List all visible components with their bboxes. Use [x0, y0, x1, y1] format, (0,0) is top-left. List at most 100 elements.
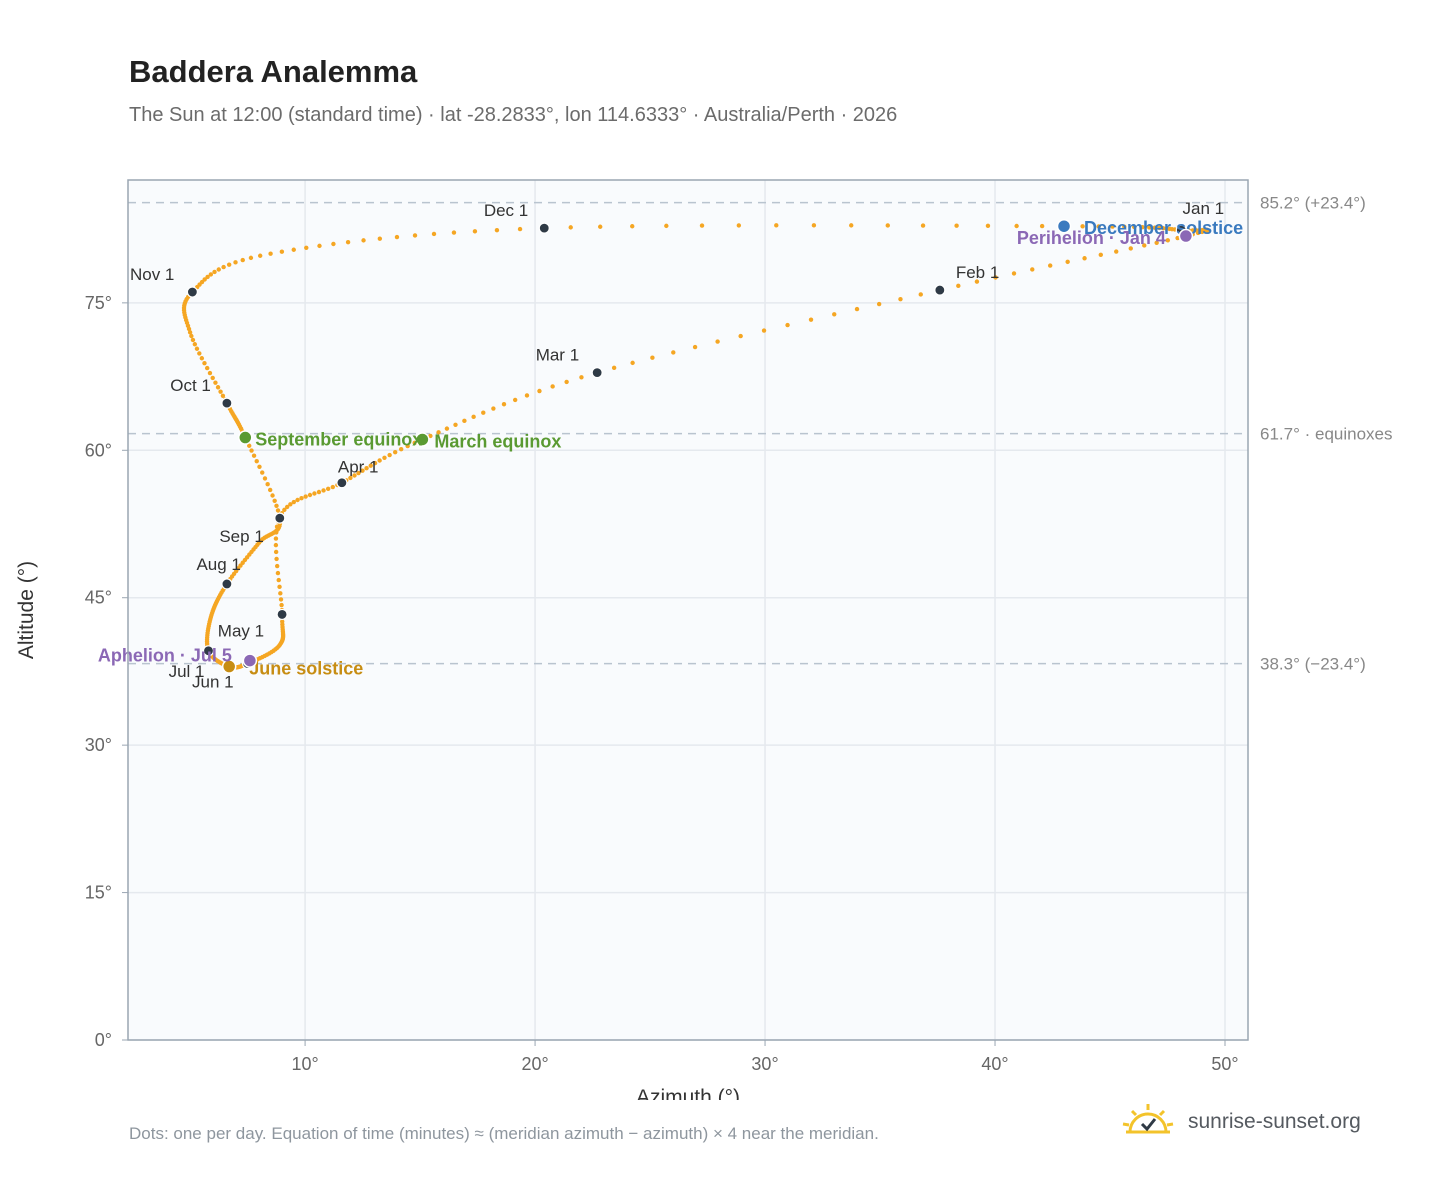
- daily-sun-dot: [279, 249, 285, 254]
- daily-sun-dot: [387, 452, 392, 458]
- daily-sun-dot: [240, 257, 245, 263]
- daily-sun-dot: [849, 223, 854, 228]
- daily-sun-dot: [1014, 223, 1019, 229]
- daily-sun-dot: [377, 458, 382, 463]
- sun-check-icon: [1122, 1104, 1174, 1134]
- daily-sun-dot: [398, 446, 404, 452]
- daily-sun-dot: [1039, 223, 1045, 229]
- daily-sun-dot: [444, 426, 450, 431]
- daily-sun-dot: [471, 414, 476, 420]
- daily-sun-dot: [1161, 226, 1166, 231]
- daily-sun-dot: [630, 360, 635, 366]
- daily-sun-dot: [512, 397, 518, 403]
- daily-sun-dot: [985, 223, 991, 229]
- daily-sun-dot: [207, 370, 213, 376]
- month-label: Feb 1: [956, 263, 999, 282]
- reference-line-label: 38.3° (−23.4°): [1260, 655, 1366, 674]
- month-label: Nov 1: [130, 265, 174, 284]
- daily-sun-dot: [1096, 224, 1101, 229]
- daily-sun-dot: [918, 292, 923, 297]
- event-label: Perihelion · Jan 4: [1017, 228, 1166, 248]
- daily-sun-dot: [299, 495, 304, 501]
- daily-sun-dot: [876, 301, 882, 307]
- daily-sun-dot: [898, 296, 903, 302]
- daily-sun-dot: [1131, 224, 1137, 230]
- event-marker: [1056, 218, 1072, 234]
- daily-sun-dot: [1195, 230, 1201, 236]
- daily-sun-dot: [368, 463, 373, 468]
- daily-sun-dot: [1011, 271, 1017, 276]
- month-label: May 1: [218, 621, 264, 640]
- daily-sun-dot: [1110, 224, 1115, 229]
- daily-sun-dot: [377, 236, 383, 241]
- daily-sun-dot: [1157, 225, 1162, 231]
- daily-sun-dot: [348, 475, 353, 481]
- event-label: June solstice: [249, 659, 363, 679]
- daily-sun-dot: [364, 465, 369, 471]
- daily-sun-dot: [699, 223, 705, 228]
- month-label: Jul 1: [169, 662, 205, 681]
- daily-sun-dot: [1190, 228, 1195, 233]
- y-tick-label: 0°: [95, 1030, 112, 1050]
- x-axis-title: Azimuth (°): [636, 1086, 740, 1100]
- daily-sun-dot: [291, 247, 296, 252]
- event-marker: [221, 659, 237, 674]
- daily-sun-dot: [210, 375, 215, 381]
- daily-sun-dot: [270, 493, 275, 498]
- daily-sun-dot: [736, 223, 742, 228]
- daily-sun-dot: [325, 486, 331, 492]
- daily-sun-dot: [472, 229, 478, 234]
- daily-sun-dot: [187, 330, 193, 335]
- reference-lines: 85.2° (+23.4°) 61.7° · equinoxes 38.3° (−2…: [128, 194, 1393, 674]
- daily-sun-dot: [1142, 243, 1147, 248]
- brand-logo[interactable]: sunrise-sunset.org: [1120, 1102, 1361, 1142]
- axis-ticks: 10° 20° 30° 40° 50° 0° 15° 30° 45° 60° 75°: [85, 293, 1239, 1074]
- daily-sun-dot: [501, 402, 507, 407]
- daily-sun-dot: [202, 360, 207, 366]
- daily-sun-dot: [260, 470, 265, 475]
- daily-sun-dot: [451, 230, 457, 235]
- plot-background: [128, 180, 1248, 1040]
- event-label: March equinox: [434, 431, 561, 451]
- event-marker: [415, 432, 430, 447]
- daily-sun-dot: [352, 473, 357, 478]
- daily-sun-dot: [1152, 225, 1158, 230]
- daily-sun-dot: [257, 253, 263, 258]
- daily-sun-dot: [630, 224, 635, 229]
- daily-sun-dot: [537, 388, 542, 394]
- daily-sun-dot: [1114, 249, 1119, 254]
- daily-sun-dot: [273, 536, 279, 541]
- brand-name: sunrise-sunset.org: [1188, 1110, 1361, 1133]
- month-label: Dec 1: [484, 201, 528, 220]
- month-label: Apr 1: [338, 458, 379, 477]
- month-label: Jan 1: [1183, 199, 1225, 218]
- month-marker: [221, 397, 233, 409]
- daily-sun-dot: [1140, 224, 1145, 230]
- daily-sun-dot: [254, 458, 259, 464]
- daily-sun-dot: [1175, 235, 1180, 241]
- daily-sun-dot: [854, 306, 860, 312]
- daily-sun-dot: [317, 243, 322, 249]
- daily-sun-dot: [307, 492, 313, 498]
- daily-sun-dot: [1030, 267, 1035, 272]
- x-tick-label: 40°: [981, 1054, 1008, 1074]
- plot-frame: [127, 179, 1249, 1041]
- daily-sun-dot: [738, 333, 743, 339]
- daily-sun-dot: [524, 393, 530, 398]
- daily-sun-dot: [436, 430, 441, 435]
- daily-sun-dot: [278, 597, 284, 602]
- daily-sun-dot: [774, 223, 779, 228]
- daily-sun-dot: [405, 443, 410, 449]
- daily-sun-dot: [1098, 252, 1103, 258]
- daily-sun-dot: [316, 489, 322, 495]
- event-label: September equinox: [255, 430, 422, 450]
- daily-sun-dot: [650, 355, 655, 360]
- y-tick-label: 45°: [85, 588, 112, 608]
- daily-sun-dot: [265, 482, 270, 487]
- daily-sun-dot: [392, 449, 398, 455]
- y-tick-label: 15°: [85, 883, 112, 903]
- daily-sun-dot: [278, 591, 283, 596]
- y-axis-title: Altitude (°): [15, 561, 38, 659]
- reference-line-label: 61.7° · equinoxes: [1260, 425, 1393, 444]
